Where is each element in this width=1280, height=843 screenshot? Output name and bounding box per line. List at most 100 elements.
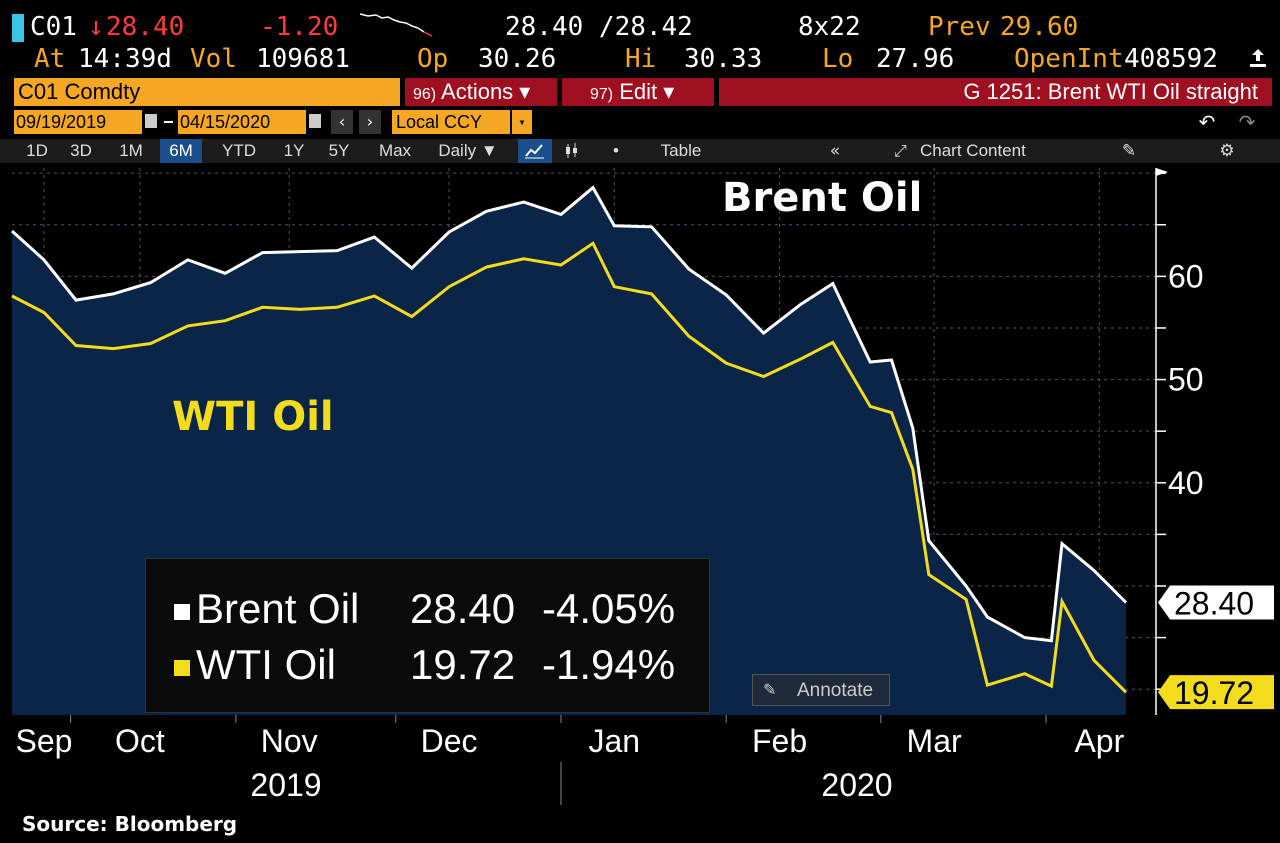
open-label: Op <box>417 44 449 74</box>
y-tick-label: 40 <box>1168 465 1204 501</box>
high-label: Hi <box>625 44 657 74</box>
chevron-down-icon[interactable]: ▾ <box>512 110 532 134</box>
legend-brent-change: -4.05% <box>542 585 676 632</box>
brent-last-value-bg <box>1158 585 1274 620</box>
annotate-label: Annotate <box>797 680 874 701</box>
next-arrow-icon[interactable]: › <box>359 110 381 134</box>
start-date-field[interactable]: 09/19/2019 <box>14 110 142 134</box>
candlestick-icon[interactable] <box>558 139 586 163</box>
date-separator <box>164 121 173 123</box>
previous-arrow-icon[interactable]: ‹ <box>331 110 353 134</box>
bid-ask: 28.40 /28.42 <box>505 12 693 42</box>
brent-last-value: 28.40 <box>1174 586 1254 622</box>
annotate-button[interactable]: ✎ Annotate <box>752 674 890 706</box>
x-tick-label: Oct <box>115 723 165 759</box>
chart-content-icon: ⤢ <box>894 141 907 160</box>
at-label: At <box>34 44 66 74</box>
legend-wti-name: WTI Oil <box>196 641 336 688</box>
period-button-1m[interactable]: 1M <box>119 141 143 160</box>
chart-type-dropdown-icon[interactable]: • <box>613 141 619 160</box>
x-tick-label: Mar <box>907 723 962 759</box>
down-arrow-icon: ↓ <box>88 12 104 42</box>
edit-pencil-icon[interactable]: ✎ <box>1121 141 1137 161</box>
quote-time: 14:39d <box>78 44 172 74</box>
low-label: Lo <box>822 44 854 74</box>
y-axis-arrow-icon <box>1156 168 1168 176</box>
brent-line <box>10 185 1128 643</box>
wti-series-label: WTI Oil <box>172 394 334 440</box>
export-icon[interactable] <box>1246 46 1270 70</box>
security-field[interactable]: C01 Comdty <box>14 78 400 106</box>
ticker-flag <box>12 14 24 42</box>
open-value: 30.26 <box>478 44 557 74</box>
prev-label: Prev <box>928 12 991 42</box>
chart-title-bar: G 1251: Brent WTI Oil straight <box>719 78 1272 106</box>
source-note: Source: Bloomberg <box>22 812 238 836</box>
prev-value: 29.60 <box>1000 12 1079 42</box>
volume: 109681 <box>256 44 350 74</box>
actions-label: Actions ▾ <box>441 79 531 104</box>
undo-icon[interactable]: ↶ <box>1198 110 1216 134</box>
end-date-field[interactable]: 04/15/2020 <box>178 110 306 134</box>
x-tick-label: Jan <box>589 723 641 759</box>
frequency-select[interactable]: Daily ▼ <box>438 141 498 160</box>
legend-brent-value: 28.40 <box>410 585 516 632</box>
x-tick-label: Feb <box>752 723 807 759</box>
period-button-1d[interactable]: 1D <box>26 141 48 160</box>
period-button-5y[interactable]: 5Y <box>328 141 350 160</box>
period-toolbar-bg <box>0 139 1280 163</box>
vol-label: Vol <box>190 44 237 74</box>
gear-icon[interactable]: ⚙ <box>1219 141 1235 161</box>
wti-line <box>11 241 1128 694</box>
open-interest-label: OpenInt <box>1014 44 1124 74</box>
chart-content-label: Chart Content <box>920 141 1026 160</box>
calendar-icon[interactable] <box>309 114 321 128</box>
period-button-3d[interactable]: 3D <box>70 141 92 160</box>
x-tick-label: Nov <box>261 723 318 759</box>
ticker: C01 <box>30 12 77 42</box>
sparkline-icon <box>359 13 433 37</box>
x-tick-label: Dec <box>421 723 478 759</box>
y-tick-label: 60 <box>1168 258 1204 294</box>
legend-wti-value: 19.72 <box>410 641 516 688</box>
last-price: 28.40 <box>106 12 185 42</box>
period-button-6m[interactable]: 6M <box>160 139 202 163</box>
x-tick-label: Apr <box>1074 723 1124 759</box>
legend-box: Brent Oil 28.40 -4.05% WTI Oil 19.72 -1.94% <box>145 558 710 713</box>
open-interest-value: 408592 <box>1124 44 1218 74</box>
legend-wti: WTI Oil 19.72 -1.94% <box>174 641 675 689</box>
line-chart-icon[interactable] <box>518 139 552 163</box>
edit-menu[interactable]: 97) Edit ▾ <box>562 78 714 106</box>
year-label-2019: 2019 <box>250 767 321 803</box>
redo-icon[interactable]: ↷ <box>1238 110 1256 134</box>
actions-number: 96) <box>413 86 437 103</box>
actions-menu[interactable]: 96) Actions ▾ <box>405 78 557 106</box>
bid-ask-size: 8x22 <box>798 12 861 42</box>
net-change: -1.20 <box>260 12 339 42</box>
brent-series-label: Brent Oil <box>722 175 922 221</box>
period-button-max[interactable]: Max <box>378 141 412 160</box>
calendar-icon[interactable] <box>145 114 157 128</box>
low-value: 27.96 <box>876 44 955 74</box>
wti-last-value: 19.72 <box>1174 675 1254 711</box>
currency-select[interactable]: Local CCY <box>392 110 510 134</box>
legend-brent-name: Brent Oil <box>196 585 360 632</box>
chart-content-button[interactable]: ⤢ Chart Content <box>890 139 1060 163</box>
edit-number: 97) <box>590 86 614 103</box>
edit-label: Edit ▾ <box>619 79 675 104</box>
legend-wti-change: -1.94% <box>542 641 676 688</box>
wti-swatch <box>174 659 190 676</box>
wti-last-value-bg <box>1158 675 1274 710</box>
period-button-1y[interactable]: 1Y <box>283 141 305 160</box>
y-tick-label: 50 <box>1168 362 1204 398</box>
legend-brent: Brent Oil 28.40 -4.05% <box>174 585 675 633</box>
year-label-2020: 2020 <box>821 767 892 803</box>
high-value: 30.33 <box>684 44 763 74</box>
table-button[interactable]: Table <box>660 141 702 160</box>
annotate-pencil-icon: ✎ <box>763 680 777 699</box>
period-button-ytd[interactable]: YTD <box>222 141 256 160</box>
x-tick-label: Sep <box>16 723 73 759</box>
brent-swatch <box>174 603 190 620</box>
collapse-icon[interactable]: « <box>829 141 841 161</box>
